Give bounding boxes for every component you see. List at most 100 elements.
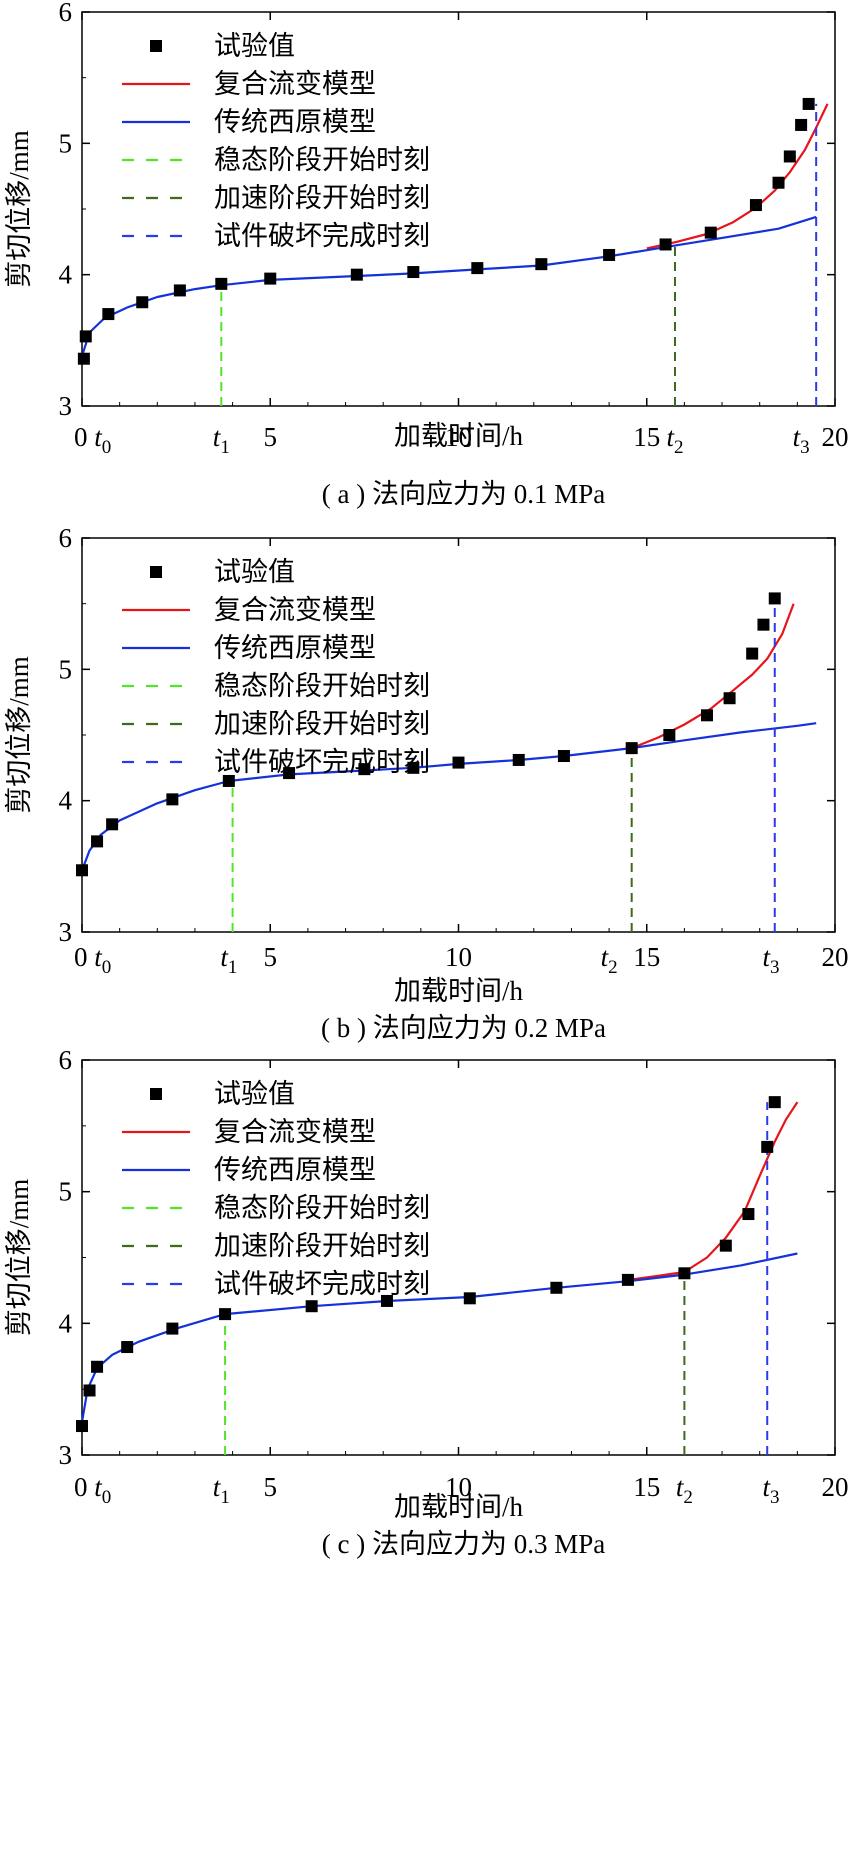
panel-caption: ( a ) 法向应力为 0.1 MPa xyxy=(322,479,605,509)
data-point xyxy=(305,1300,318,1313)
x-tick-label: 10 xyxy=(445,942,472,972)
data-point xyxy=(166,793,179,806)
x-tick-label: 15 xyxy=(633,942,660,972)
legend-label: 试件破坏完成时刻 xyxy=(214,1269,430,1299)
legend-label: 试验值 xyxy=(214,1079,295,1109)
legend-label: 复合流变模型 xyxy=(214,69,376,99)
t-mark-label: t0 xyxy=(94,422,111,458)
data-point xyxy=(663,729,676,741)
data-point xyxy=(83,1384,96,1397)
data-point xyxy=(219,1308,232,1321)
legend-label: 传统西原模型 xyxy=(214,633,376,663)
chart-panel-c: 3 4 5 6 0 5 10 15 20 t0 t1 t2 t3 加载时间/h 剪切位移/mm ( c ) 法… xyxy=(4,1045,848,1559)
data-point xyxy=(723,692,736,705)
x-tick-label: 15 xyxy=(633,1472,660,1502)
data-point xyxy=(215,277,228,290)
data-point xyxy=(704,226,717,239)
x-axis-label: 加载时间/h xyxy=(394,421,524,451)
legend-label: 稳态阶段开始时刻 xyxy=(214,145,430,175)
y-axis-label: 剪切位移/mm xyxy=(4,656,34,814)
data-point xyxy=(407,266,420,279)
x-tick-label: 10 xyxy=(445,422,472,452)
legend-label: 稳态阶段开始时刻 xyxy=(214,1193,430,1223)
legend-label: 试验值 xyxy=(214,557,295,587)
data-point xyxy=(746,647,759,660)
data-point xyxy=(742,1208,755,1221)
legend-label: 加速阶段开始时刻 xyxy=(214,183,430,213)
x-tick-label: 10 xyxy=(445,1472,472,1502)
data-point xyxy=(91,1360,104,1373)
y-tick-label: 3 xyxy=(59,1440,73,1470)
series-line-1 xyxy=(627,1101,799,1281)
y-axis-label: 剪切位移/mm xyxy=(4,1179,34,1337)
data-point xyxy=(795,118,808,131)
y-tick-label: 4 xyxy=(59,1308,73,1338)
data-point xyxy=(550,1281,563,1294)
data-point xyxy=(136,296,149,309)
data-point xyxy=(91,835,104,848)
y-tick-label: 3 xyxy=(59,391,73,421)
t-mark-label: t3 xyxy=(793,422,810,458)
x-tick-label: 5 xyxy=(264,1472,278,1502)
data-point xyxy=(700,709,713,722)
legend-label: 复合流变模型 xyxy=(214,595,376,625)
data-point xyxy=(802,97,815,110)
data-point xyxy=(102,308,115,321)
series-line-2 xyxy=(80,722,817,871)
y-tick-label: 5 xyxy=(59,1177,73,1207)
data-point xyxy=(350,268,363,281)
t-mark-label: t2 xyxy=(601,942,618,978)
legend-label: 复合流变模型 xyxy=(214,1117,376,1147)
data-point xyxy=(173,284,186,297)
x-tick-label: 5 xyxy=(264,422,278,452)
data-point xyxy=(463,1292,476,1305)
t-mark-label: t0 xyxy=(94,942,111,978)
legend-label: 试件破坏完成时刻 xyxy=(214,747,430,777)
x-tick-label: 20 xyxy=(822,1472,848,1502)
legend-label: 加速阶段开始时刻 xyxy=(214,1231,430,1261)
series-line-1 xyxy=(646,103,829,250)
x-tick-label: 0 xyxy=(74,1472,88,1502)
x-tick-label: 20 xyxy=(822,422,848,452)
y-axis-label: 剪切位移/mm xyxy=(4,130,34,288)
data-point xyxy=(222,774,235,787)
plot-frame xyxy=(81,11,836,407)
y-tick-label: 6 xyxy=(59,1045,73,1075)
chart-panel-b: 3 4 5 6 0 5 10 15 20 t0 t1 t2 t3 加载时间/h 剪切位移/mm ( b ) 法… xyxy=(4,523,848,1043)
x-tick-label: 0 xyxy=(74,942,88,972)
data-point xyxy=(380,1294,393,1307)
panel-caption: ( c ) 法向应力为 0.3 MPa xyxy=(322,1529,605,1559)
legend-marker xyxy=(150,40,162,52)
legend-label: 试件破坏完成时刻 xyxy=(214,221,430,251)
data-point xyxy=(452,756,465,769)
y-tick-label: 4 xyxy=(59,786,73,816)
data-point xyxy=(659,238,672,251)
data-point xyxy=(121,1341,134,1354)
y-tick-label: 5 xyxy=(59,128,73,158)
y-tick-label: 6 xyxy=(59,523,73,553)
t-mark-label: t1 xyxy=(213,422,230,458)
data-point xyxy=(512,753,525,766)
data-point xyxy=(625,742,638,755)
y-tick-label: 6 xyxy=(59,0,73,27)
data-point xyxy=(761,1140,774,1153)
y-tick-label: 5 xyxy=(59,654,73,684)
data-point xyxy=(768,1096,781,1109)
data-point xyxy=(719,1239,732,1252)
data-point xyxy=(603,248,616,261)
data-point xyxy=(106,818,119,831)
y-tick-label: 3 xyxy=(59,917,73,947)
data-point xyxy=(283,767,296,780)
data-point xyxy=(407,761,420,774)
legend-marker xyxy=(150,566,162,578)
data-point xyxy=(621,1273,634,1286)
t-mark-label: t3 xyxy=(762,1472,779,1508)
data-point xyxy=(76,864,88,877)
t-mark-label: t2 xyxy=(676,1472,693,1508)
data-point xyxy=(76,1420,88,1433)
data-point xyxy=(166,1322,179,1335)
t-mark-label: t3 xyxy=(762,942,779,978)
data-point xyxy=(77,352,90,365)
x-tick-label: 15 xyxy=(633,422,660,452)
x-axis-label: 加载时间/h xyxy=(394,976,524,1006)
